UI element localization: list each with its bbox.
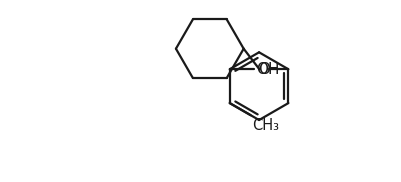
Text: O: O: [257, 62, 269, 77]
Text: OH: OH: [256, 62, 279, 77]
Text: CH₃: CH₃: [252, 118, 279, 133]
